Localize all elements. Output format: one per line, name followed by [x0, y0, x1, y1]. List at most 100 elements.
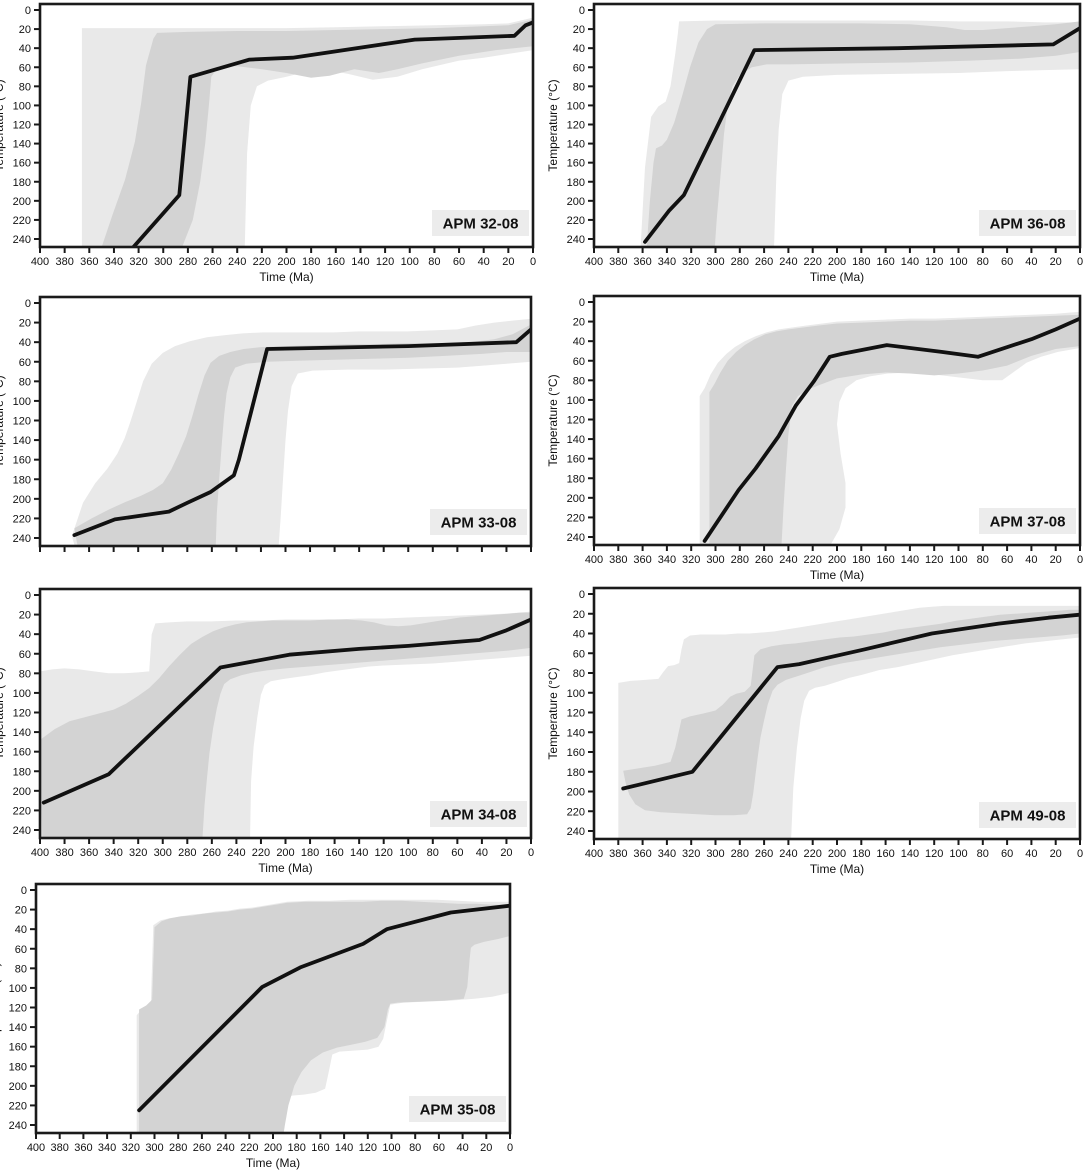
plot-area	[618, 605, 1080, 839]
x-tick-label: 100	[399, 847, 417, 859]
x-axis: 400 380 360 340 320 300 280 260 240 220 200 180 160 1…	[27, 1133, 513, 1154]
y-tick-label: 0	[579, 589, 585, 601]
x-tick-label: 280	[731, 554, 749, 566]
y-tick-label: 160	[13, 747, 31, 759]
inner-envelope	[709, 314, 1080, 545]
x-tick-label: 120	[925, 554, 943, 566]
x-tick-label: 160	[876, 554, 894, 566]
y-axis-title: Temperature (°C)	[0, 667, 6, 759]
y-tick-label: 200	[567, 493, 585, 505]
y-tick-label: 200	[13, 494, 31, 506]
best-fit-line	[643, 26, 1080, 244]
y-tick-label: 140	[567, 139, 585, 151]
y-tick-label: 120	[567, 120, 585, 132]
x-tick-label: 120	[375, 847, 393, 859]
best-fit-line	[130, 20, 533, 247]
x-tick-label: 0	[528, 847, 534, 859]
y-tick-label: 180	[567, 473, 585, 485]
y-tick-label: 120	[9, 1003, 27, 1015]
y-axis: 0 20 40 60 80 100 120 140 160 180 200 220 240	[567, 5, 594, 246]
x-tick-label: 320	[129, 256, 147, 268]
y-tick-label: 20	[15, 905, 27, 917]
x-axis-title: Time (Ma)	[246, 1156, 300, 1170]
y-tick-label: 40	[573, 43, 585, 55]
x-tick-label: 40	[1025, 256, 1037, 268]
chart-panel-apm-34-08: 020406080100120140160180200220240Tempera…	[0, 587, 534, 875]
y-tick-label: 220	[567, 806, 585, 818]
x-tick-label: 80	[427, 847, 439, 859]
x-tick-label: 400	[27, 1142, 45, 1154]
y-tick-label: 200	[567, 196, 585, 208]
x-tick-label: 380	[55, 256, 73, 268]
x-tick-label: 320	[682, 848, 700, 860]
x-tick-label: 320	[682, 256, 700, 268]
y-tick-label: 220	[567, 512, 585, 524]
y-axis-title: Temperature (°C)	[546, 79, 560, 171]
y-tick-label: 80	[19, 668, 31, 680]
y-tick-label: 180	[567, 767, 585, 779]
x-tick-label: 260	[203, 256, 221, 268]
plot-area	[699, 311, 1080, 545]
y-tick-label: 80	[19, 81, 31, 93]
x-tick-label: 280	[731, 848, 749, 860]
x-tick-label: 240	[216, 1142, 234, 1154]
x-tick-label: 100	[949, 554, 967, 566]
x-tick-label: 320	[129, 847, 147, 859]
y-tick-label: 180	[9, 1061, 27, 1073]
x-tick-label: 400	[585, 256, 603, 268]
chart-panel-apm-32-08: 020406080100120140160180200220240Tempera…	[0, 2, 536, 284]
x-axis-title: Time (Ma)	[810, 568, 864, 582]
x-tick-label: 240	[227, 847, 245, 859]
y-tick-label: 40	[15, 924, 27, 936]
x-tick-label: 220	[804, 848, 822, 860]
x-tick-label: 0	[1077, 848, 1083, 860]
chart-panel-apm-36-08: 020406080100120140160180200220240Tempera…	[546, 2, 1083, 284]
x-axis	[39, 546, 532, 552]
x-tick-label: 0	[1077, 554, 1083, 566]
x-tick-label: 260	[203, 847, 221, 859]
y-tick-label: 120	[567, 415, 585, 427]
x-tick-label: 300	[145, 1142, 163, 1154]
x-tick-label: 260	[193, 1142, 211, 1154]
y-tick-label: 140	[567, 434, 585, 446]
y-axis: 0 20 40 60 80 100 120 140 160 180 200 220 240	[13, 298, 40, 545]
x-tick-label: 80	[409, 1142, 421, 1154]
y-tick-label: 80	[573, 668, 585, 680]
y-axis: 0 20 40 60 80 100 120 140 160 180 200 220 240	[9, 885, 36, 1132]
panel-label: APM 35-08	[420, 1102, 496, 1119]
x-tick-label: 20	[1050, 256, 1062, 268]
y-tick-label: 220	[9, 1100, 27, 1112]
y-tick-label: 80	[15, 963, 27, 975]
panel-label-box	[430, 509, 527, 535]
panel-label: APM 34-08	[441, 807, 517, 824]
outer-envelope	[640, 20, 1080, 247]
x-tick-label: 200	[264, 1142, 282, 1154]
x-tick-label: 280	[169, 1142, 187, 1154]
y-tick-label: 220	[13, 215, 31, 227]
y-tick-label: 200	[13, 786, 31, 798]
x-tick-label: 200	[277, 256, 295, 268]
x-tick-label: 340	[658, 848, 676, 860]
x-tick-label: 400	[585, 554, 603, 566]
x-tick-label: 380	[51, 1142, 69, 1154]
best-fit-line	[702, 316, 1080, 543]
x-tick-label: 360	[633, 554, 651, 566]
y-tick-label: 100	[567, 688, 585, 700]
x-tick-label: 300	[154, 256, 172, 268]
y-tick-label: 100	[13, 100, 31, 112]
y-tick-label: 60	[19, 649, 31, 661]
y-tick-label: 160	[9, 1042, 27, 1054]
y-tick-label: 0	[25, 5, 31, 17]
x-tick-label: 320	[122, 1142, 140, 1154]
y-tick-label: 0	[25, 590, 31, 602]
panel-label-box	[409, 1096, 506, 1122]
panel-label-box	[979, 210, 1076, 236]
x-tick-label: 360	[633, 256, 651, 268]
x-tick-label: 100	[949, 848, 967, 860]
x-tick-label: 240	[779, 554, 797, 566]
x-tick-label: 360	[74, 1142, 92, 1154]
x-tick-label: 20	[500, 847, 512, 859]
x-tick-label: 300	[706, 256, 724, 268]
y-tick-label: 100	[9, 983, 27, 995]
